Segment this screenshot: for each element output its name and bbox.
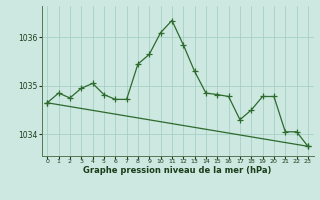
X-axis label: Graphe pression niveau de la mer (hPa): Graphe pression niveau de la mer (hPa) (84, 166, 272, 175)
